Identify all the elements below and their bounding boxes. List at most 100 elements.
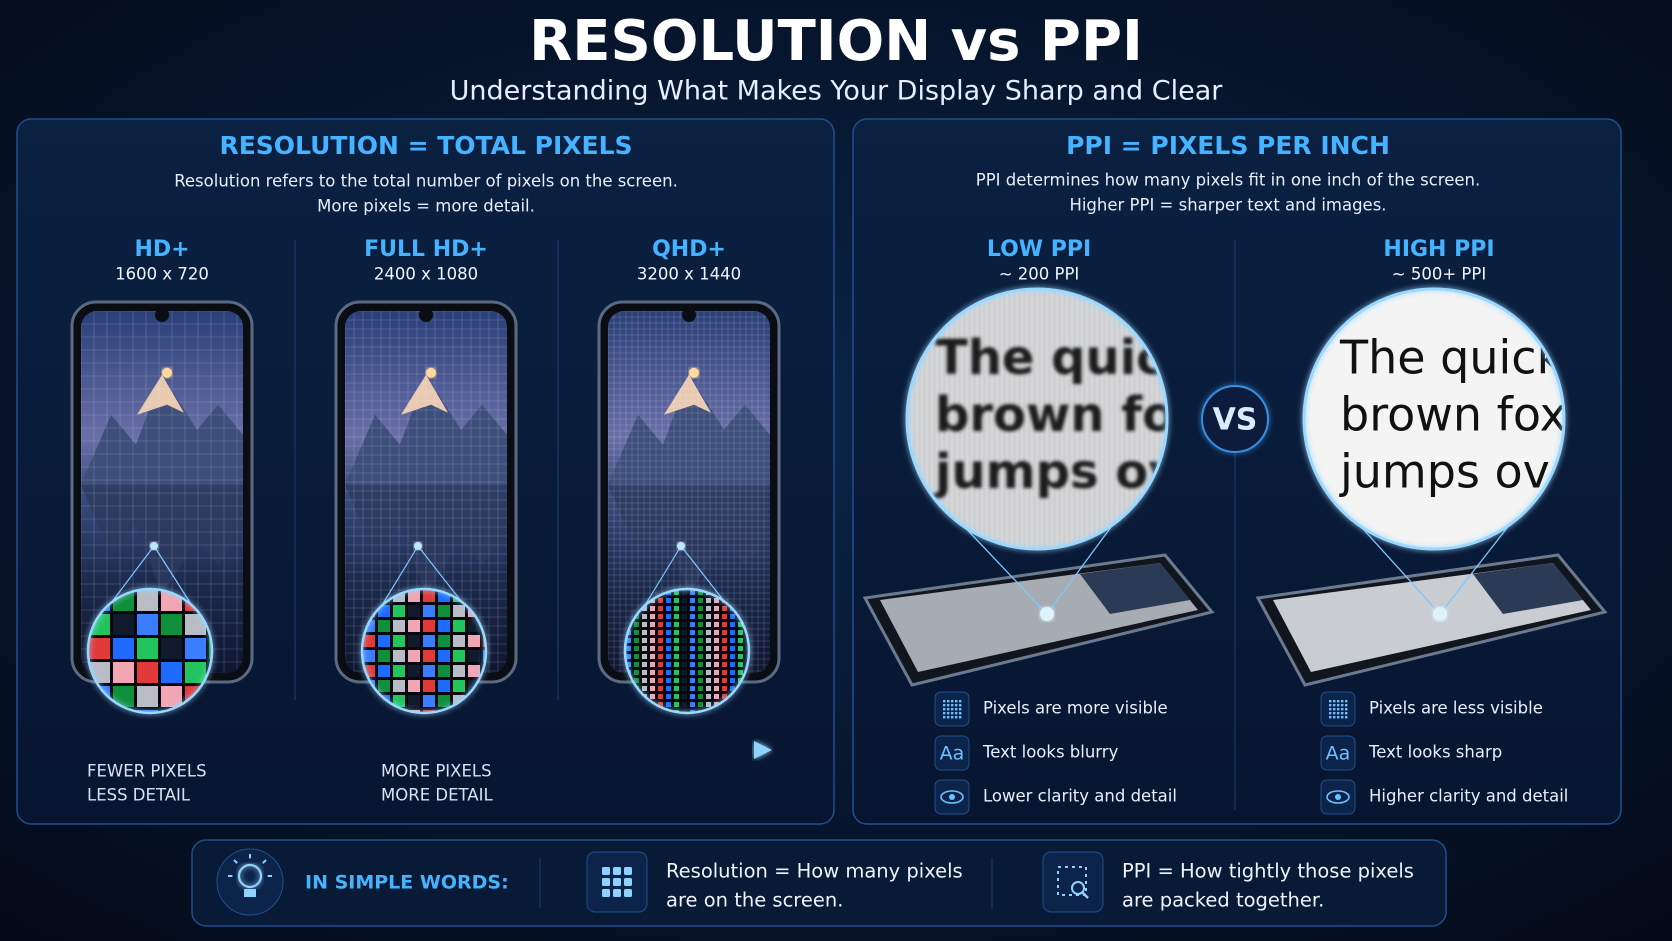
scale-label: LESS DETAIL <box>87 786 191 805</box>
pixel <box>682 614 687 619</box>
pixel <box>722 662 727 667</box>
pixel <box>698 654 703 659</box>
pixel <box>113 662 134 683</box>
pointer <box>1046 518 1118 615</box>
pixel <box>642 630 647 635</box>
pixel <box>722 678 727 683</box>
sample-text: The quick <box>1339 331 1564 385</box>
ppi-label: HIGH PPI <box>1383 237 1494 262</box>
pixel <box>738 622 743 627</box>
pixel <box>393 650 405 662</box>
pixel <box>378 680 390 692</box>
grid-icon <box>624 878 632 886</box>
pixel <box>658 694 663 699</box>
feature-text: Pixels are more visible <box>983 699 1168 718</box>
pixel <box>722 694 727 699</box>
pixel <box>730 662 735 667</box>
grid-icon <box>613 867 621 875</box>
pointer <box>1439 518 1515 615</box>
pixel <box>453 620 465 632</box>
feature-text: Higher clarity and detail <box>1369 787 1568 806</box>
pixel <box>438 620 450 632</box>
pixel <box>626 654 631 659</box>
pixel <box>674 670 679 675</box>
pixel <box>666 646 671 651</box>
grid-icon <box>624 889 632 897</box>
pixel <box>706 670 711 675</box>
pixel <box>666 638 671 643</box>
pixel <box>698 686 703 691</box>
pixel <box>706 630 711 635</box>
feature-icon-box <box>1320 735 1356 771</box>
pixel <box>714 678 719 683</box>
panel-description: Resolution refers to the total number of… <box>174 172 678 191</box>
pixel <box>674 678 679 683</box>
eye-pupil <box>1335 794 1341 800</box>
pixel <box>722 630 727 635</box>
pixel <box>738 662 743 667</box>
pixel <box>642 638 647 643</box>
pixel <box>690 686 695 691</box>
icon-dot <box>959 712 962 715</box>
icon-dot <box>947 708 950 711</box>
pixel <box>690 694 695 699</box>
pixel <box>453 635 465 647</box>
pixel <box>674 630 679 635</box>
icon-dot <box>1341 700 1344 703</box>
icon-text: Aa <box>940 743 965 765</box>
magnifier-handle <box>1081 891 1089 899</box>
pixel <box>706 662 711 667</box>
pixel <box>714 598 719 603</box>
pixel <box>634 622 639 627</box>
icon-dot <box>951 712 954 715</box>
pixel <box>453 665 465 677</box>
pixel <box>690 654 695 659</box>
summary-icon-box <box>1042 851 1104 913</box>
zoom-bg <box>1304 289 1564 549</box>
grid-icon <box>624 867 632 875</box>
pixel <box>730 646 735 651</box>
pixel <box>378 665 390 677</box>
pixel <box>650 638 655 643</box>
pixel <box>698 590 703 595</box>
pixel <box>185 638 206 659</box>
pixel <box>423 665 435 677</box>
icon-dot <box>955 708 958 711</box>
scale-label: MORE PIXELS <box>381 762 492 781</box>
pixel <box>682 702 687 707</box>
pixel <box>690 638 695 643</box>
icon-dot <box>955 712 958 715</box>
icon-dot <box>943 716 946 719</box>
pointer-dot <box>1433 607 1447 621</box>
pixel <box>634 654 639 659</box>
reflection <box>608 484 770 595</box>
pixel <box>438 605 450 617</box>
notch <box>682 308 696 322</box>
pixel <box>626 646 631 651</box>
icon-dot <box>947 704 950 707</box>
pixel <box>468 620 480 632</box>
scale-label: FEWER PIXELS <box>87 762 207 781</box>
pixel <box>690 598 695 603</box>
zoom-ring <box>905 287 1169 551</box>
pixel <box>714 646 719 651</box>
icon-dot <box>1329 716 1332 719</box>
pixel <box>674 646 679 651</box>
pixel <box>690 630 695 635</box>
subtitle: Understanding What Makes Your Display Sh… <box>450 76 1224 107</box>
vs-text: VS <box>1213 403 1258 438</box>
pixel <box>706 702 711 707</box>
pixel <box>650 614 655 619</box>
icon-dot <box>1337 708 1340 711</box>
pixel <box>137 614 158 635</box>
pixel <box>682 678 687 683</box>
summary-text: are on the screen. <box>666 889 843 912</box>
pixel <box>714 622 719 627</box>
icon-dot <box>951 708 954 711</box>
pixel <box>378 650 390 662</box>
pixel <box>658 614 663 619</box>
zoom-ring <box>1302 287 1566 551</box>
pixel <box>714 614 719 619</box>
icon-dot <box>1345 716 1348 719</box>
